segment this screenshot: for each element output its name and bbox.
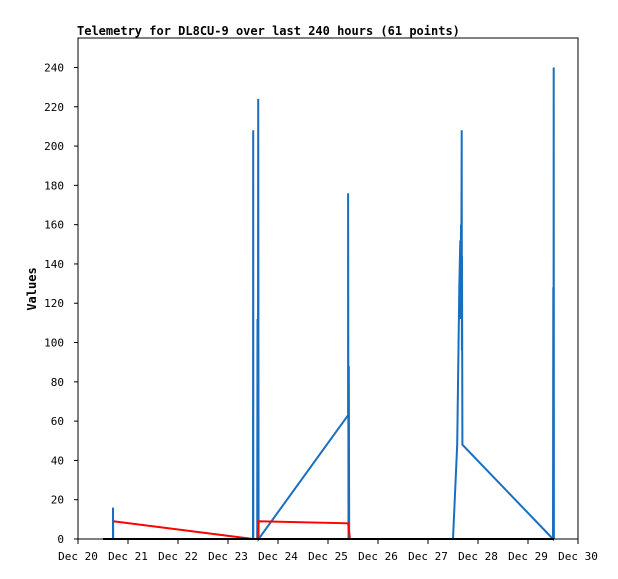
y-tick-label: 60 xyxy=(51,415,64,428)
y-tick-label: 80 xyxy=(51,376,64,389)
y-tick-label: 40 xyxy=(51,454,64,467)
y-tick-label: 0 xyxy=(57,533,64,546)
x-tick-label: Dec 20 xyxy=(58,550,98,563)
y-tick-label: 160 xyxy=(44,219,64,232)
series-line-2 xyxy=(113,520,351,540)
x-tick-label: Dec 24 xyxy=(258,550,298,563)
y-axis-label: Values xyxy=(25,267,39,310)
y-tick-label: 180 xyxy=(44,179,64,192)
x-tick-label: Dec 25 xyxy=(308,550,348,563)
x-tick-label: Dec 27 xyxy=(408,550,448,563)
x-tick-label: Dec 26 xyxy=(358,550,398,563)
y-tick-label: 20 xyxy=(51,494,64,507)
y-tick-label: 120 xyxy=(44,297,64,310)
y-tick-label: 100 xyxy=(44,337,64,350)
x-tick-label: Dec 21 xyxy=(108,550,148,563)
x-tick-label: Dec 30 xyxy=(558,550,598,563)
y-tick-label: 220 xyxy=(44,101,64,114)
y-tick-label: 200 xyxy=(44,140,64,153)
chart-title: Telemetry for DL8CU-9 over last 240 hour… xyxy=(77,24,460,38)
x-axis: Dec 20 Dec 21 Dec 22 Dec 23 Dec 24 Dec 25 Dec … xyxy=(58,539,598,563)
x-tick-label: Dec 23 xyxy=(208,550,248,563)
x-tick-label: Dec 28 xyxy=(458,550,498,563)
x-tick-label: Dec 22 xyxy=(158,550,198,563)
y-tick-label: 140 xyxy=(44,258,64,271)
x-tick-label: Dec 29 xyxy=(508,550,548,563)
y-axis: 0 20 40 60 80 100 120 140 160 180 200 220 240 xyxy=(44,61,78,546)
y-tick-label: 240 xyxy=(44,61,64,74)
